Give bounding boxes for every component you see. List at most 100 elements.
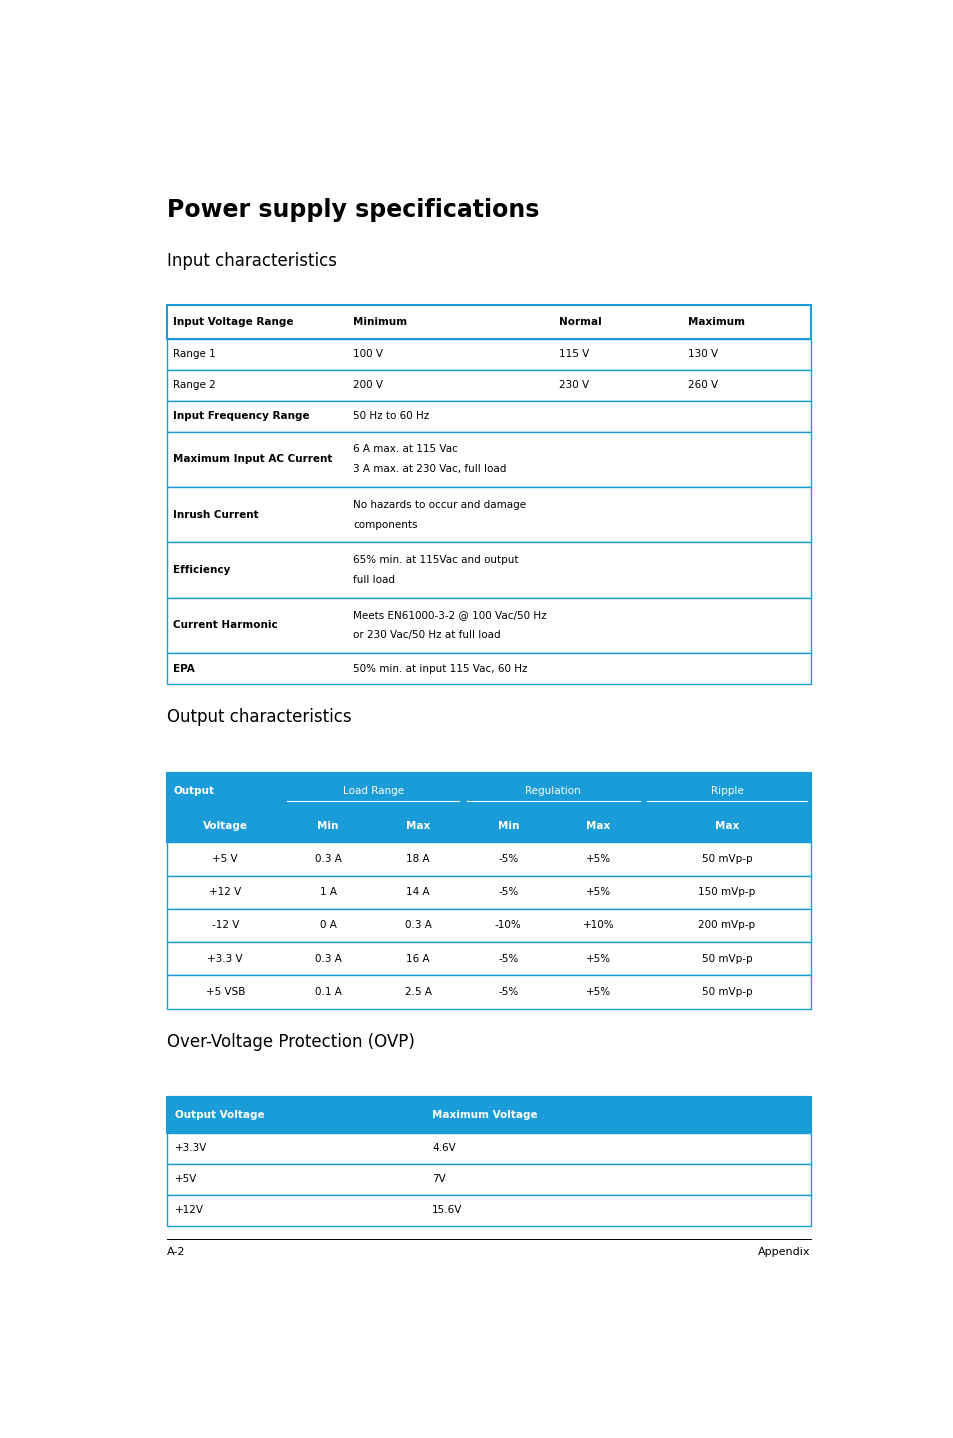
Text: Output Voltage: Output Voltage bbox=[174, 1110, 264, 1120]
Text: -5%: -5% bbox=[497, 854, 517, 864]
Bar bbox=[167, 876, 810, 909]
Text: 115 V: 115 V bbox=[558, 349, 589, 360]
Bar bbox=[167, 370, 810, 401]
Text: Input characteristics: Input characteristics bbox=[167, 252, 337, 270]
Text: 50 mVp-p: 50 mVp-p bbox=[700, 986, 752, 997]
Text: Range 2: Range 2 bbox=[173, 380, 215, 390]
Text: Load Range: Load Range bbox=[342, 787, 403, 797]
Bar bbox=[167, 1163, 810, 1195]
Bar bbox=[167, 909, 810, 942]
Text: 130 V: 130 V bbox=[687, 349, 718, 360]
Text: Voltage: Voltage bbox=[202, 821, 248, 831]
Text: -5%: -5% bbox=[497, 953, 517, 963]
Text: +5%: +5% bbox=[585, 887, 610, 897]
Text: Current Harmonic: Current Harmonic bbox=[173, 620, 277, 630]
Text: +12V: +12V bbox=[174, 1205, 204, 1215]
Text: full load: full load bbox=[353, 575, 395, 585]
Text: +5 VSB: +5 VSB bbox=[205, 986, 245, 997]
Bar bbox=[167, 431, 810, 487]
Bar bbox=[167, 810, 810, 843]
Text: 230 V: 230 V bbox=[558, 380, 589, 390]
Text: Minimum: Minimum bbox=[353, 316, 407, 326]
Text: 3 A max. at 230 Vac, full load: 3 A max. at 230 Vac, full load bbox=[353, 464, 506, 475]
Text: Over-Voltage Protection (OVP): Over-Voltage Protection (OVP) bbox=[167, 1032, 415, 1051]
Text: 7V: 7V bbox=[432, 1173, 445, 1183]
Text: 18 A: 18 A bbox=[406, 854, 430, 864]
Text: Efficiency: Efficiency bbox=[173, 565, 231, 575]
Text: Appendix: Appendix bbox=[758, 1247, 810, 1257]
Text: Inrush Current: Inrush Current bbox=[173, 509, 258, 519]
Bar bbox=[167, 338, 810, 370]
Bar bbox=[167, 975, 810, 1008]
Bar bbox=[167, 942, 810, 975]
Bar bbox=[167, 1133, 810, 1163]
Text: 200 V: 200 V bbox=[353, 380, 383, 390]
Text: 50 mVp-p: 50 mVp-p bbox=[700, 854, 752, 864]
Bar bbox=[167, 542, 810, 598]
Text: 50 mVp-p: 50 mVp-p bbox=[700, 953, 752, 963]
Text: 65% min. at 115Vac and output: 65% min. at 115Vac and output bbox=[353, 555, 518, 565]
Bar bbox=[167, 305, 810, 339]
Text: 2.5 A: 2.5 A bbox=[404, 986, 431, 997]
Text: +12 V: +12 V bbox=[209, 887, 241, 897]
Text: Maximum: Maximum bbox=[687, 316, 744, 326]
Text: Min: Min bbox=[497, 821, 518, 831]
Text: Regulation: Regulation bbox=[525, 787, 580, 797]
Text: Input Frequency Range: Input Frequency Range bbox=[173, 411, 310, 421]
Text: 0 A: 0 A bbox=[319, 920, 336, 930]
Text: 100 V: 100 V bbox=[353, 349, 383, 360]
Text: Max: Max bbox=[714, 821, 739, 831]
Text: 14 A: 14 A bbox=[406, 887, 430, 897]
Text: +5%: +5% bbox=[585, 854, 610, 864]
Text: +5%: +5% bbox=[585, 953, 610, 963]
Text: -5%: -5% bbox=[497, 986, 517, 997]
Bar bbox=[167, 1195, 810, 1225]
Text: 260 V: 260 V bbox=[687, 380, 718, 390]
Text: 50 Hz to 60 Hz: 50 Hz to 60 Hz bbox=[353, 411, 429, 421]
Text: Max: Max bbox=[585, 821, 610, 831]
Text: Max: Max bbox=[406, 821, 430, 831]
Text: Maximum Input AC Current: Maximum Input AC Current bbox=[173, 454, 333, 464]
Text: 6 A max. at 115 Vac: 6 A max. at 115 Vac bbox=[353, 444, 457, 454]
Text: Min: Min bbox=[317, 821, 338, 831]
Text: 50% min. at input 115 Vac, 60 Hz: 50% min. at input 115 Vac, 60 Hz bbox=[353, 663, 527, 673]
Text: 0.3 A: 0.3 A bbox=[314, 953, 341, 963]
Text: Ripple: Ripple bbox=[710, 787, 742, 797]
Text: +3.3V: +3.3V bbox=[174, 1143, 207, 1153]
Bar bbox=[167, 772, 810, 810]
Text: +3.3 V: +3.3 V bbox=[207, 953, 243, 963]
Bar bbox=[167, 598, 810, 653]
Text: 0.3 A: 0.3 A bbox=[314, 854, 341, 864]
Text: 200 mVp-p: 200 mVp-p bbox=[698, 920, 755, 930]
Text: Power supply specifications: Power supply specifications bbox=[167, 198, 539, 223]
Text: A-2: A-2 bbox=[167, 1247, 186, 1257]
Text: 16 A: 16 A bbox=[406, 953, 430, 963]
Text: -12 V: -12 V bbox=[212, 920, 238, 930]
Text: Meets EN61000-3-2 @ 100 Vac/50 Hz: Meets EN61000-3-2 @ 100 Vac/50 Hz bbox=[353, 611, 546, 620]
Text: +5V: +5V bbox=[174, 1173, 197, 1183]
Bar bbox=[167, 1097, 810, 1133]
Text: 0.3 A: 0.3 A bbox=[404, 920, 431, 930]
Text: No hazards to occur and damage: No hazards to occur and damage bbox=[353, 500, 526, 509]
Text: Range 1: Range 1 bbox=[173, 349, 215, 360]
Text: -5%: -5% bbox=[497, 887, 517, 897]
Text: -10%: -10% bbox=[495, 920, 521, 930]
Bar bbox=[167, 843, 810, 876]
Text: or 230 Vac/50 Hz at full load: or 230 Vac/50 Hz at full load bbox=[353, 630, 500, 640]
Bar bbox=[167, 487, 810, 542]
Text: Maximum Voltage: Maximum Voltage bbox=[432, 1110, 537, 1120]
Text: EPA: EPA bbox=[173, 663, 194, 673]
Text: components: components bbox=[353, 519, 417, 529]
Text: Output: Output bbox=[173, 787, 214, 797]
Text: +10%: +10% bbox=[582, 920, 614, 930]
Text: Output characteristics: Output characteristics bbox=[167, 707, 352, 726]
Text: +5%: +5% bbox=[585, 986, 610, 997]
Text: 4.6V: 4.6V bbox=[432, 1143, 456, 1153]
Text: 0.1 A: 0.1 A bbox=[314, 986, 341, 997]
Bar bbox=[167, 772, 810, 843]
Text: 150 mVp-p: 150 mVp-p bbox=[698, 887, 755, 897]
Text: 15.6V: 15.6V bbox=[432, 1205, 462, 1215]
Text: +5 V: +5 V bbox=[213, 854, 237, 864]
Bar bbox=[167, 1097, 810, 1133]
Text: Input Voltage Range: Input Voltage Range bbox=[173, 316, 294, 326]
